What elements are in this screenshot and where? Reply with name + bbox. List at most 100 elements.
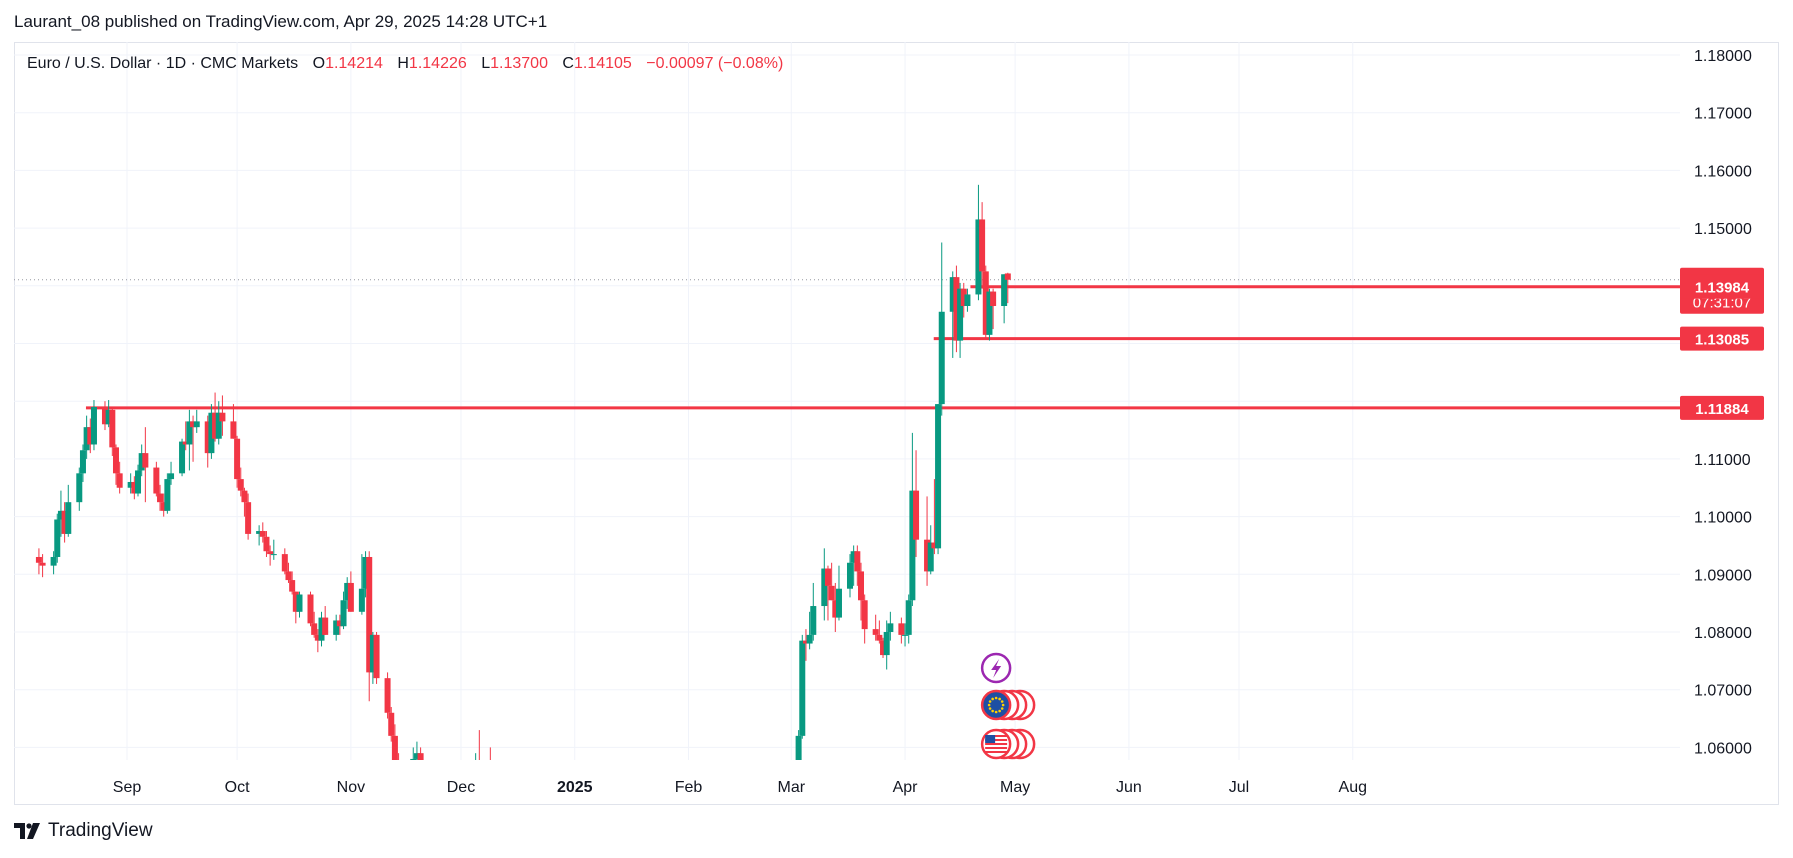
eu-star xyxy=(1000,700,1004,703)
candle-body xyxy=(182,441,189,445)
candle xyxy=(318,611,325,647)
publisher-caption: Laurant_08 published on TradingView.com,… xyxy=(14,12,548,31)
candle xyxy=(259,522,266,543)
eu-star xyxy=(994,710,998,714)
candle-body xyxy=(50,556,57,566)
candle xyxy=(880,637,887,658)
candle xyxy=(314,629,321,653)
candle xyxy=(982,265,989,338)
candle-body xyxy=(358,588,365,612)
eu-star xyxy=(998,709,1001,713)
candle xyxy=(898,617,905,644)
candle xyxy=(785,762,791,858)
candle-body xyxy=(979,219,986,272)
eu-star xyxy=(988,700,992,703)
candle xyxy=(388,707,395,742)
candle xyxy=(986,288,993,341)
event-markers[interactable] xyxy=(980,652,1036,760)
candle-body xyxy=(131,481,138,494)
candle-body xyxy=(109,409,116,448)
candle xyxy=(960,282,967,318)
candle-body xyxy=(898,623,905,635)
candle xyxy=(289,571,296,595)
y-tick-label: 1.16000 xyxy=(1694,163,1752,180)
candle xyxy=(311,611,318,638)
candle xyxy=(54,513,61,563)
candle-body xyxy=(487,770,493,776)
time-axis[interactable]: Sep Oct Nov Dec 2025 Feb Mar Apr May Jun Jul Aug xyxy=(113,779,1367,796)
candle xyxy=(399,765,405,817)
candle-body xyxy=(960,288,967,306)
price-axis[interactable]: 1.18000 1.17000 1.16000 1.15000 1.11000 1.100… xyxy=(1694,48,1752,757)
candle xyxy=(1004,272,1011,304)
x-tick-label: Feb xyxy=(675,779,703,796)
candle xyxy=(366,551,373,702)
candle xyxy=(924,496,931,586)
candle-body xyxy=(153,467,160,494)
candle xyxy=(905,594,912,644)
candle xyxy=(806,611,813,650)
candle xyxy=(142,427,149,503)
candle xyxy=(212,392,219,442)
candle-body xyxy=(263,536,270,552)
candle-body xyxy=(384,678,391,713)
candle-body xyxy=(399,782,405,794)
candle xyxy=(478,730,480,760)
tradingview-brand[interactable]: TradingView xyxy=(14,820,153,842)
candle xyxy=(157,484,164,511)
candle-body xyxy=(160,502,167,511)
y-tick-label: 1.08000 xyxy=(1694,625,1752,642)
candle xyxy=(902,623,909,647)
x-tick-label: Aug xyxy=(1339,779,1367,796)
candle-body xyxy=(79,450,86,474)
candle-body xyxy=(949,277,956,312)
candle xyxy=(949,271,956,358)
eu-flag-icon xyxy=(980,689,1036,721)
candle xyxy=(61,502,68,543)
level-badge-bg xyxy=(1680,395,1764,420)
level-badge-bg xyxy=(1680,274,1764,299)
candle-body xyxy=(105,409,112,425)
candle-body xyxy=(193,421,200,428)
eu-star xyxy=(991,697,994,701)
change-value: −0.00097 (−0.08%) xyxy=(646,55,784,72)
candle-body xyxy=(876,634,883,641)
candle-body xyxy=(802,640,809,644)
candle xyxy=(160,493,167,517)
candle-body xyxy=(975,219,982,295)
candle xyxy=(410,747,417,760)
candle-body xyxy=(883,632,890,656)
candle-body xyxy=(135,470,142,494)
candle xyxy=(35,548,42,575)
candle-body xyxy=(164,479,171,511)
candle-body xyxy=(953,277,960,341)
y-tick-label: 1.11000 xyxy=(1694,452,1751,469)
candle-body xyxy=(76,473,83,503)
y-tick-label: 1.09000 xyxy=(1694,567,1752,584)
candle-body xyxy=(289,580,296,592)
candle-body xyxy=(142,453,149,468)
candle xyxy=(824,565,831,621)
candle-body xyxy=(186,421,193,445)
lightning-icon xyxy=(980,652,1012,684)
x-tick-label: Nov xyxy=(337,779,365,796)
current-price-badge-countdown: 07:31:07 xyxy=(1693,295,1751,312)
level-badge-label: 1.11884 xyxy=(1695,401,1749,418)
candle-body xyxy=(832,600,839,618)
candle-body xyxy=(362,556,369,589)
candle xyxy=(398,753,400,760)
candle-body xyxy=(318,617,325,641)
candle-body xyxy=(61,510,68,534)
candle-body xyxy=(270,554,277,556)
candle xyxy=(336,614,343,635)
chart-frame[interactable] xyxy=(14,42,1779,805)
level-badge-label: 1.13984 xyxy=(1695,280,1750,297)
candle xyxy=(153,461,160,497)
candle xyxy=(292,591,299,624)
candle-body xyxy=(112,447,119,474)
candle xyxy=(850,545,857,586)
candle xyxy=(285,562,292,583)
candle xyxy=(322,606,329,635)
candle-body xyxy=(824,568,831,586)
